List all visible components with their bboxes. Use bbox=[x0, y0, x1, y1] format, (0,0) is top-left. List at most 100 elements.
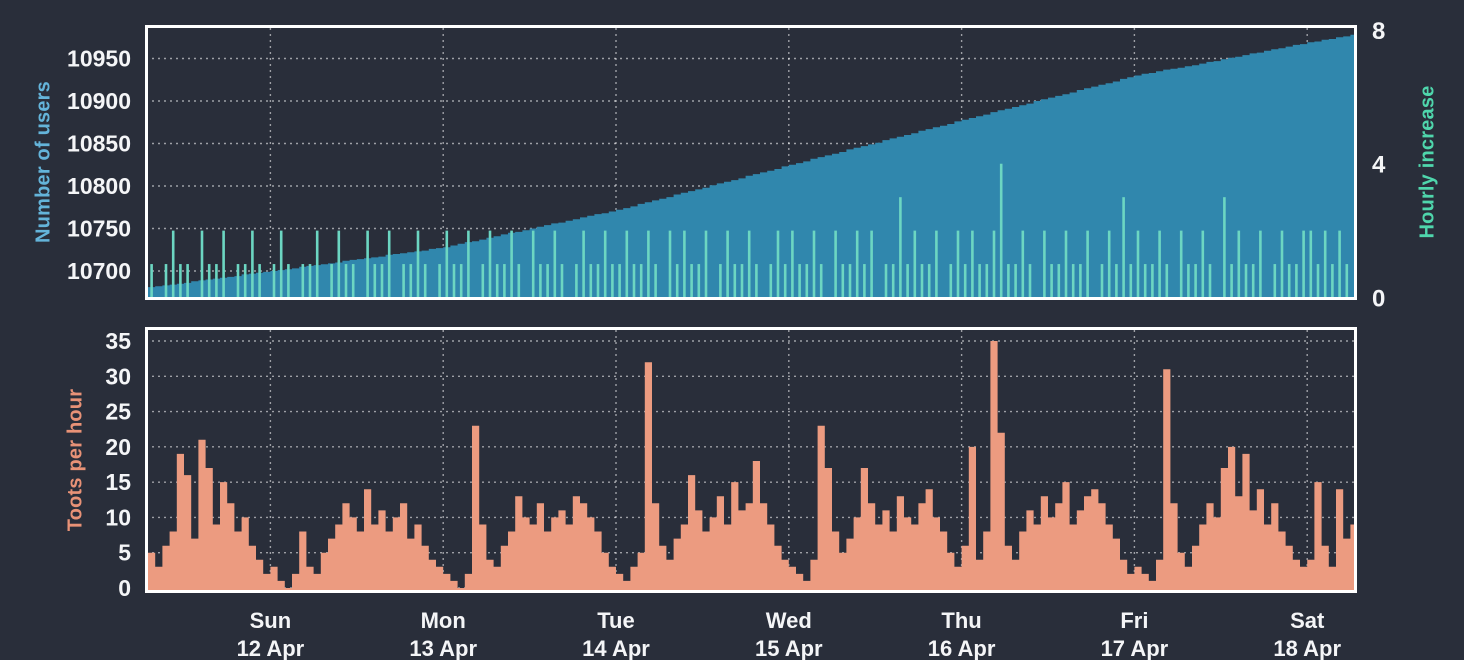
hourly-increase-bar bbox=[1050, 264, 1053, 298]
hourly-increase-bar bbox=[510, 230, 513, 298]
hourly-increase-bar bbox=[258, 264, 261, 298]
hourly-increase-bar bbox=[985, 264, 989, 298]
hourly-increase-bar bbox=[697, 264, 701, 298]
hourly-increase-bar bbox=[387, 230, 391, 298]
hourly-increase-bar bbox=[301, 264, 305, 298]
hourly-increase-bar bbox=[236, 264, 240, 298]
hourly-increase-bar bbox=[1223, 197, 1226, 298]
hourly-increase-bar bbox=[150, 264, 153, 298]
hourly-increase-bar bbox=[719, 264, 722, 298]
hourly-increase-bar bbox=[935, 230, 938, 298]
hourly-increase-bar bbox=[200, 230, 204, 298]
hourly-increase-bar bbox=[956, 230, 960, 298]
hourly-increase-bar bbox=[373, 264, 377, 298]
hourly-increase-bar bbox=[992, 230, 996, 298]
hourly-increase-bar bbox=[222, 230, 225, 298]
hourly-increase-bar bbox=[963, 264, 967, 298]
hourly-increase-bar bbox=[402, 264, 405, 298]
hourly-increase-bar bbox=[1158, 230, 1161, 298]
hourly-increase-bar bbox=[611, 264, 614, 298]
hourly-increase-bar bbox=[1007, 264, 1010, 298]
hourly-increase-bar bbox=[1316, 264, 1320, 298]
hourly-increase-bar bbox=[251, 230, 254, 298]
x-tick-date-label: 13 Apr bbox=[409, 636, 477, 660]
hourly-increase-bar bbox=[488, 230, 492, 298]
x-tick-day-label: Sat bbox=[1290, 608, 1325, 633]
toots-y-tick-label: 35 bbox=[105, 328, 131, 354]
hourly-increase-bar bbox=[517, 264, 521, 298]
hourly-increase-bar bbox=[481, 264, 485, 298]
hourly-increase-bar bbox=[1129, 264, 1133, 298]
hourly-increase-bar bbox=[675, 264, 679, 298]
hourly-increase-bar bbox=[704, 230, 708, 298]
hourly-increase-bar bbox=[906, 264, 909, 298]
hourly-increase-bar bbox=[452, 264, 456, 298]
x-tick-day-label: Thu bbox=[941, 608, 981, 633]
hourly-increase-bar bbox=[639, 264, 643, 298]
toots-y-tick-label: 25 bbox=[105, 399, 131, 425]
x-tick-date-label: 18 Apr bbox=[1273, 636, 1341, 660]
hourly-increase-bar bbox=[423, 264, 427, 298]
hourly-increase-bar bbox=[978, 264, 981, 298]
hourly-increase-bar bbox=[1136, 230, 1140, 298]
x-tick-day-label: Wed bbox=[766, 608, 812, 633]
hourly-increase-bar bbox=[812, 230, 816, 298]
x-tick-date-label: 16 Apr bbox=[928, 636, 996, 660]
hourly-increase-bar bbox=[459, 264, 463, 298]
hourly-increase-bar bbox=[683, 230, 686, 298]
hourly-increase-bar bbox=[654, 264, 657, 298]
hourly-increase-bar bbox=[733, 264, 737, 298]
hourly-increase-bar bbox=[668, 230, 672, 298]
toots-bars-series bbox=[148, 341, 1354, 591]
hourly-increase-bar bbox=[1107, 230, 1111, 298]
bottom-chart-frame bbox=[145, 327, 1357, 593]
increase-y-tick-label: 8 bbox=[1372, 18, 1385, 45]
toots-y-tick-label: 20 bbox=[105, 434, 131, 460]
hourly-increase-bar bbox=[625, 230, 629, 298]
x-tick-date-label: 17 Apr bbox=[1101, 636, 1169, 660]
hourly-increase-bar bbox=[1345, 264, 1349, 298]
users-y-tick-label: 10950 bbox=[67, 46, 131, 72]
hourly-increase-bar bbox=[1014, 264, 1017, 298]
hourly-increase-bar bbox=[783, 264, 787, 298]
users-axis-title: Number of users bbox=[32, 81, 55, 243]
x-tick-date-label: 14 Apr bbox=[582, 636, 650, 660]
toots-y-tick-label: 15 bbox=[105, 469, 131, 495]
hourly-increase-bar bbox=[1273, 264, 1277, 298]
hourly-increase-bar bbox=[1309, 230, 1313, 298]
hourly-increase-bar bbox=[855, 230, 859, 298]
hourly-increase-bar bbox=[337, 230, 341, 298]
hourly-increase-bar bbox=[884, 264, 888, 298]
hourly-increase-bar bbox=[589, 264, 593, 298]
hourly-increase-bar bbox=[560, 264, 564, 298]
hourly-increase-bar bbox=[1151, 264, 1154, 298]
hourly-increase-bar bbox=[647, 230, 650, 298]
hourly-increase-bar bbox=[971, 230, 974, 298]
hourly-increase-bar bbox=[1280, 230, 1284, 298]
hourly-increase-bar bbox=[438, 264, 441, 298]
hourly-increase-bar bbox=[351, 264, 355, 298]
hourly-increase-bar bbox=[1187, 264, 1190, 298]
hourly-increase-bar bbox=[179, 264, 182, 298]
x-tick-day-label: Mon bbox=[421, 608, 466, 633]
hourly-increase-bar bbox=[1100, 264, 1104, 298]
hourly-increase-bar bbox=[1208, 264, 1212, 298]
hourly-increase-bar bbox=[1259, 230, 1262, 298]
hourly-increase-bar bbox=[1143, 264, 1147, 298]
hourly-increase-bar bbox=[1237, 230, 1241, 298]
hourly-increase-bar bbox=[1323, 230, 1327, 298]
hourly-increase-bar bbox=[553, 230, 557, 298]
hourly-increase-bar bbox=[1028, 264, 1032, 298]
hourly-increase-bar bbox=[755, 264, 758, 298]
hourly-increase-bar bbox=[503, 264, 506, 298]
hourly-increase-bar bbox=[279, 230, 283, 298]
hourly-increase-bar bbox=[1338, 230, 1341, 298]
hourly-increase-bar bbox=[531, 230, 535, 298]
hourly-increase-bar bbox=[171, 230, 175, 298]
users-y-tick-label: 10800 bbox=[67, 173, 131, 199]
hourly-increase-bar bbox=[409, 264, 413, 298]
hourly-increase-bar bbox=[791, 230, 794, 298]
increase-y-tick-label: 4 bbox=[1372, 152, 1386, 179]
hourly-increase-bar bbox=[632, 264, 636, 298]
